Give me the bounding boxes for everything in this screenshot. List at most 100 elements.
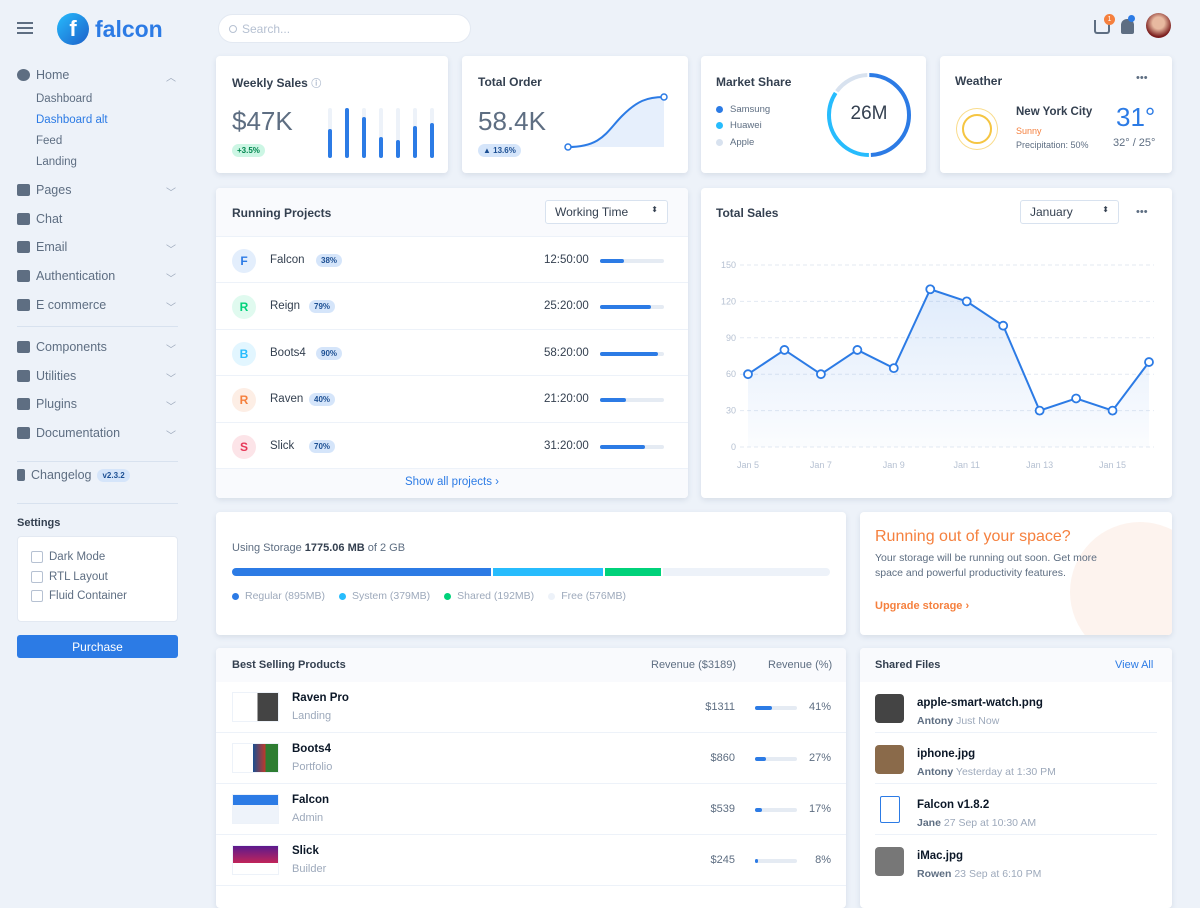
data-point xyxy=(816,369,826,380)
card-title: Weather xyxy=(955,74,1003,88)
weather-precipitation: Precipitation: 50% xyxy=(1016,140,1089,150)
upgrade-storage-link[interactable]: Upgrade storage › xyxy=(875,600,970,612)
divider xyxy=(17,461,178,462)
sidebar-item-authentication[interactable]: Authentication xyxy=(17,269,115,283)
column-header-revenue-pct[interactable]: Revenue (%) xyxy=(768,659,833,671)
sidebar-item-email[interactable]: Email xyxy=(17,240,67,254)
product-name: Slick xyxy=(292,845,319,857)
storage-promo-card: Running out of your space? Your storage … xyxy=(860,512,1172,635)
data-point xyxy=(925,284,936,295)
select-arrows-icon: ⬍ xyxy=(1102,205,1109,214)
product-revenue-pct: 17% xyxy=(808,803,831,815)
project-row[interactable]: R Reign 79% 25:20:00 xyxy=(216,282,688,328)
settings-title: Settings xyxy=(17,517,61,529)
shared-file-item[interactable]: iphone.jpg Antony Yesterday at 1:30 PM xyxy=(860,733,1172,784)
file-name: iMac.jpg xyxy=(917,850,964,862)
sidebar-subitem[interactable]: Landing xyxy=(36,156,77,168)
total-order-value: 58.4K xyxy=(478,106,546,136)
y-tick-label: 120 xyxy=(721,296,736,306)
setting-checkbox[interactable]: RTL Layout xyxy=(31,570,108,583)
plug-icon xyxy=(17,398,30,411)
promo-title: Running out of your space? xyxy=(875,528,1071,545)
sidebar-item-label: Home xyxy=(36,68,70,82)
shared-file-item[interactable]: Falcon v1.8.2 Jane 27 Sep at 10:30 AM xyxy=(860,784,1172,835)
bell-icon[interactable] xyxy=(1121,19,1134,34)
search-input[interactable]: Search... xyxy=(218,14,471,43)
file-name: Falcon v1.8.2 xyxy=(917,799,990,811)
product-revenue-pct: 8% xyxy=(815,854,831,866)
falcon-logo[interactable]: f falcon xyxy=(57,13,163,45)
product-row[interactable]: Falcon Admin $539 17% xyxy=(216,784,846,835)
more-options-icon[interactable]: ••• xyxy=(1136,72,1148,84)
table-title: Best Selling Products xyxy=(232,659,346,671)
chevron-down-icon: ﹀ xyxy=(166,431,176,443)
project-time: 58:20:00 xyxy=(544,346,589,359)
area-fill xyxy=(748,289,1149,447)
settings-panel: Dark Mode RTL Layout Fluid Container xyxy=(17,536,178,622)
project-time: 25:20:00 xyxy=(544,300,589,313)
sidebar-item-home[interactable]: Home xyxy=(17,68,69,82)
view-all-link[interactable]: View All xyxy=(1115,659,1154,671)
x-tick-label: Jan 11 xyxy=(954,460,980,470)
y-tick-label: 60 xyxy=(726,369,736,379)
x-tick-label: Jan 15 xyxy=(1099,460,1126,470)
file-name: iphone.jpg xyxy=(917,748,976,760)
data-point xyxy=(1034,405,1045,416)
shared-file-item[interactable]: iMac.jpg Rowen 23 Sep at 6:10 PM xyxy=(860,835,1172,886)
product-thumbnail xyxy=(232,794,279,824)
x-tick-label: Jan 5 xyxy=(737,460,759,470)
sidebar-item-documentation[interactable]: Documentation xyxy=(17,426,120,440)
chevron-down-icon: ﹀ xyxy=(166,402,176,414)
sidebar-item-label: Chat xyxy=(36,211,63,226)
avatar[interactable] xyxy=(1146,13,1171,38)
sidebar-item-label: E commerce xyxy=(36,297,107,312)
sidebar-item-utilities[interactable]: Utilities xyxy=(17,369,76,383)
product-row[interactable]: Raven Pro Landing $1311 41% xyxy=(216,682,846,733)
sidebar-item-pages[interactable]: Pages xyxy=(17,183,71,197)
project-row[interactable]: F Falcon 38% 12:50:00 xyxy=(216,236,688,282)
sidebar-item-changelog[interactable]: Changelog v2.3.2 xyxy=(17,468,130,482)
show-all-projects-link[interactable]: Show all projects › xyxy=(405,476,499,488)
cart-icon xyxy=(17,298,30,311)
product-row[interactable]: Boots4 Portfolio $860 27% xyxy=(216,733,846,784)
sidebar-subitem[interactable]: Feed xyxy=(36,135,63,147)
project-row[interactable]: S Slick 70% 31:20:00 xyxy=(216,421,688,468)
sidebar-subitem[interactable]: Dashboard alt xyxy=(36,114,108,126)
revenue-progress xyxy=(755,706,797,710)
weekly-sales-bar xyxy=(430,108,434,158)
menu-toggle-icon[interactable] xyxy=(17,22,33,34)
column-header-revenue[interactable]: Revenue ($3189) xyxy=(651,659,737,671)
sidebar-item-plugins[interactable]: Plugins xyxy=(17,397,77,411)
sidebar-subitem[interactable]: Dashboard xyxy=(36,93,93,105)
card-title: Total Sales xyxy=(716,206,779,220)
product-row[interactable]: Slick Builder $245 8% xyxy=(216,835,846,886)
sidebar-item-e-commerce[interactable]: E commerce xyxy=(17,298,106,312)
checkbox[interactable] xyxy=(31,570,43,583)
checkbox[interactable] xyxy=(31,590,43,602)
project-avatar: B xyxy=(232,341,256,366)
sidebar-item-components[interactable]: Components xyxy=(17,340,107,354)
help-icon: ⓘ xyxy=(311,79,322,90)
shared-file-item[interactable]: apple-smart-watch.png Antony Just Now xyxy=(860,682,1172,733)
total-order-line-chart xyxy=(564,93,668,151)
sales-line xyxy=(747,288,1150,412)
sidebar-item-chat[interactable]: Chat xyxy=(17,212,62,226)
checkbox[interactable] xyxy=(31,551,43,563)
file-thumbnail xyxy=(875,694,904,723)
cart-icon[interactable] xyxy=(1094,20,1110,34)
sun-icon xyxy=(962,114,992,144)
shared-files-card: Shared Files View All apple-smart-watch.… xyxy=(860,648,1172,908)
chevron-down-icon: ﹀ xyxy=(166,345,176,356)
storage-legend-item: Regular (895MB) xyxy=(232,590,325,602)
setting-checkbox[interactable]: Fluid Container xyxy=(31,590,127,602)
setting-checkbox[interactable]: Dark Mode xyxy=(31,551,105,563)
weekly-sales-bar xyxy=(362,108,366,158)
project-row[interactable]: R Raven 40% 21:20:00 xyxy=(216,375,688,421)
working-time-select[interactable]: Working Time ⬍ xyxy=(545,200,668,224)
legend-dot xyxy=(716,138,723,146)
purchase-button[interactable]: Purchase xyxy=(17,635,178,658)
more-options-icon[interactable]: ••• xyxy=(1136,206,1148,218)
project-row[interactable]: B Boots4 90% 58:20:00 xyxy=(216,328,688,375)
market-share-donut xyxy=(827,73,911,157)
month-select[interactable]: January ⬍ xyxy=(1020,200,1119,224)
